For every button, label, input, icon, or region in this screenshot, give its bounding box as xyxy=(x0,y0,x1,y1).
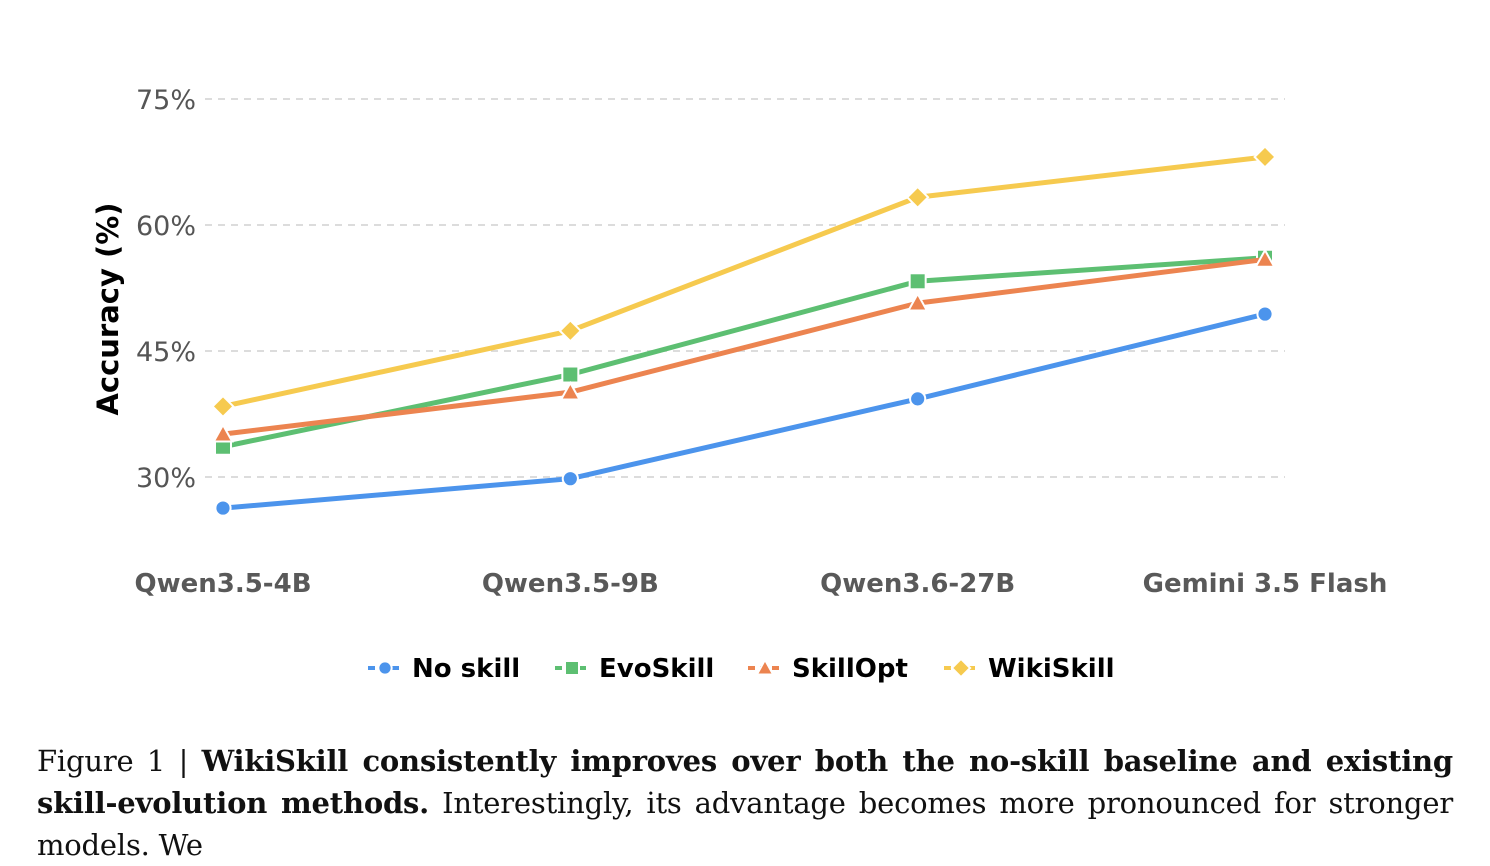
caption-text: Interestingly, its advantage becomes mor… xyxy=(37,786,1454,862)
data-point xyxy=(906,291,929,312)
data-point xyxy=(909,390,927,408)
y-tick-label: 75% xyxy=(136,85,196,116)
legend: No skill EvoSkill SkillOpt WikiSkill xyxy=(368,654,1115,684)
data-point xyxy=(1256,305,1274,323)
y-axis-ticks: 30% 45% 60% 75% xyxy=(136,85,196,494)
y-tick-label: 60% xyxy=(136,211,196,242)
legend-label: EvoSkill xyxy=(599,654,714,684)
x-tick-label: Gemini 3.5 Flash xyxy=(1143,569,1388,599)
y-axis-label: Accuracy (%) xyxy=(91,202,125,415)
x-tick-label: Qwen3.6-27B xyxy=(820,569,1015,599)
legend-marker xyxy=(950,657,972,679)
data-point xyxy=(908,272,927,291)
legend-marker xyxy=(564,660,580,676)
series-line xyxy=(220,255,1268,450)
y-tick-label: 30% xyxy=(136,463,196,494)
series-line xyxy=(220,256,1268,437)
series-no-skill xyxy=(214,305,1274,517)
legend-marker xyxy=(377,660,393,676)
data-point xyxy=(561,470,579,488)
grid-lines xyxy=(205,98,1285,478)
figure-caption: Figure 1 | WikiSkill consistently improv… xyxy=(37,740,1453,866)
legend-item: No skill xyxy=(368,654,520,684)
x-tick-label: Qwen3.5-4B xyxy=(134,569,311,599)
data-point xyxy=(559,380,582,401)
data-point xyxy=(561,365,580,384)
legend-item: WikiSkill xyxy=(944,654,1115,684)
caption-prefix: Figure 1 | xyxy=(37,744,202,778)
series-line xyxy=(220,311,1268,511)
x-tick-label: Qwen3.5-9B xyxy=(482,569,659,599)
data-point xyxy=(212,422,234,443)
caption-bold: WikiSkill consistently improves over bot… xyxy=(37,744,1453,820)
data-point xyxy=(1253,145,1277,169)
series-skillopt xyxy=(212,248,1276,443)
legend-item: EvoSkill xyxy=(555,654,714,684)
series-wikiskill xyxy=(211,145,1277,419)
chart: 30%45%60%75% Accuracy (%) Qwen3.5-4B Qwen… xyxy=(91,85,1387,684)
legend-marker xyxy=(755,657,775,676)
data-point xyxy=(211,394,235,419)
legend-label: WikiSkill xyxy=(988,654,1115,684)
legend-item: SkillOpt xyxy=(748,654,908,684)
legend-label: SkillOpt xyxy=(792,654,908,684)
data-point xyxy=(905,185,930,210)
data-point xyxy=(214,499,232,517)
series-group xyxy=(211,145,1277,517)
x-axis-ticks: Qwen3.5-4B Qwen3.5-9B Qwen3.6-27B Gemini 3.… xyxy=(134,569,1387,599)
legend-label: No skill xyxy=(412,654,520,684)
series-line xyxy=(220,154,1268,409)
data-point xyxy=(1254,248,1276,268)
data-point xyxy=(558,319,583,343)
y-tick-label: 45% xyxy=(136,337,196,368)
